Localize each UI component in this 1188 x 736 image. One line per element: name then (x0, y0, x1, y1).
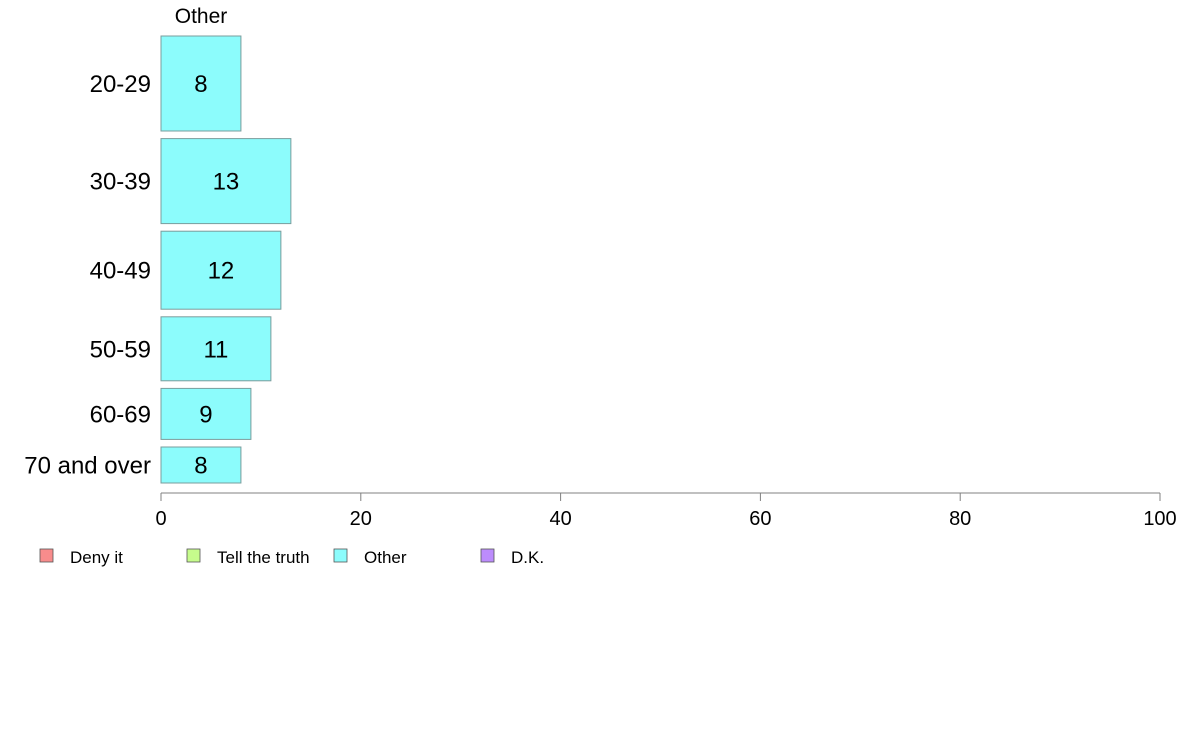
bar-30-39 (160, 138, 292, 225)
legend-item: Other (333, 548, 407, 567)
legend-swatch (186, 548, 201, 563)
category-label: 20-29 (90, 71, 151, 98)
legend-label: Deny it (70, 548, 123, 567)
legend-swatch (39, 548, 54, 563)
bar-value-label: 8 (194, 453, 207, 480)
legend-item: Tell the truth (186, 548, 310, 567)
x-tick-label: 20 (350, 508, 372, 530)
bar-value-label: 12 (208, 258, 235, 285)
legend-label: Other (364, 548, 407, 567)
category-label: 70 and over (24, 453, 151, 480)
x-tick-label: 0 (155, 508, 166, 530)
x-tick-label: 100 (1143, 508, 1176, 530)
legend-label: D.K. (511, 548, 544, 567)
x-axis: 0 20 40 60 80 100 (155, 492, 1177, 530)
legend-swatch (333, 548, 348, 563)
legend-item: D.K. (480, 548, 544, 567)
x-tick-label: 80 (949, 508, 971, 530)
x-tick-label: 60 (749, 508, 771, 530)
bar-40-49 (160, 230, 282, 310)
bar-60-69 (160, 387, 252, 440)
legend-swatch (480, 548, 495, 563)
category-label: 60-69 (90, 401, 151, 428)
category-label: 40-49 (90, 258, 151, 285)
bar-value-label: 9 (199, 401, 212, 428)
panel-title: Other (175, 5, 228, 28)
x-tick-label: 40 (549, 508, 571, 530)
legend: Deny it Tell the truth Other D.K. (39, 548, 544, 567)
bars-group: 8 20-29 13 30-39 12 40-49 11 50-59 9 60-69 8 70 and… (24, 35, 292, 484)
legend-label: Tell the truth (217, 548, 310, 567)
bar-value-label: 13 (213, 169, 240, 196)
legend-item: Deny it (39, 548, 123, 567)
bar-value-label: 8 (194, 71, 207, 98)
bar-20-29 (160, 35, 242, 132)
bar-50-59 (160, 316, 272, 382)
bar-70-and-over (160, 446, 242, 484)
category-label: 50-59 (90, 336, 151, 363)
category-label: 30-39 (90, 169, 151, 196)
bar-value-label: 11 (203, 336, 228, 363)
